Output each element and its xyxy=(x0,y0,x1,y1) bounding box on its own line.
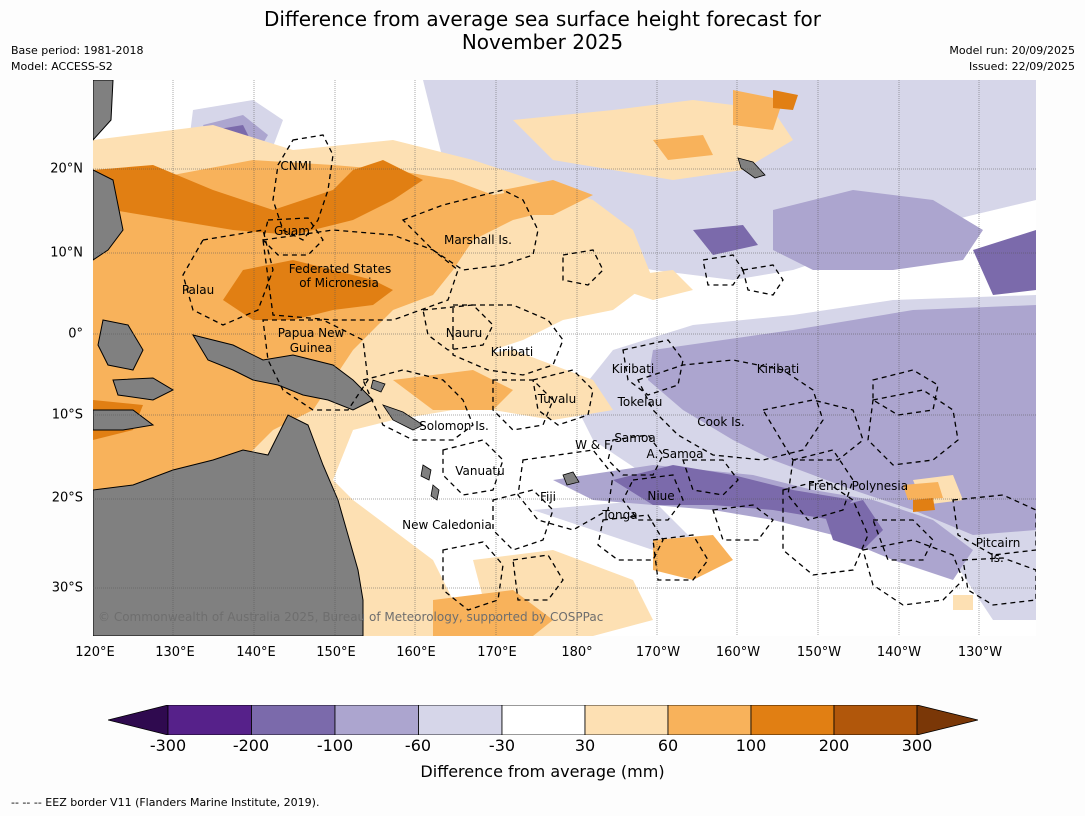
lon-tick: 160°E xyxy=(396,645,436,660)
label-fsm-1: Federated States xyxy=(289,262,391,276)
colorbar-tick: -300 xyxy=(149,736,187,755)
new-guinea-landmass xyxy=(191,334,374,411)
lon-tick: 150°W xyxy=(796,645,842,660)
colorbar-segment xyxy=(501,705,586,735)
label-guam: Guam xyxy=(274,224,310,238)
lon-tick: 150°E xyxy=(316,645,356,660)
label-kiribati-west: Kiribati xyxy=(491,345,533,359)
label-wallis-futuna: W & F xyxy=(575,438,611,452)
anomaly-dark-orange xyxy=(93,90,935,512)
issued-date: Issued: 22/09/2025 xyxy=(968,60,1075,73)
colorbar-min-arrow xyxy=(108,705,169,735)
meta-right: Model run: 20/09/2025 Issued: 22/09/2025 xyxy=(949,43,1075,75)
lat-tick: 0° xyxy=(68,326,83,342)
copyright-notice: © Commonwealth of Australia 2025, Bureau… xyxy=(98,610,604,624)
colorbar-segment xyxy=(667,705,752,735)
colorbar-tick: 30 xyxy=(574,736,596,755)
colorbar-max-arrow xyxy=(916,705,978,735)
colorbar-tick: -100 xyxy=(316,736,354,755)
eez-borders xyxy=(182,134,1036,611)
meta-left: Base period: 1981-2018 Model: ACCESS-S2 xyxy=(11,43,143,75)
lat-tick: 20°S xyxy=(51,490,83,506)
colorbar-segments xyxy=(167,705,918,735)
model-name: Model: ACCESS-S2 xyxy=(11,60,113,73)
colorbar-segment xyxy=(750,705,835,735)
title-line-2: November 2025 xyxy=(461,30,624,54)
label-french-polynesia: French Polynesia xyxy=(808,479,908,493)
colorbar-tick: 100 xyxy=(735,736,767,755)
colorbar-tick: -60 xyxy=(404,736,432,755)
label-kiribati-east: Kiribati xyxy=(757,362,799,376)
lon-tick: 140°E xyxy=(236,645,276,660)
label-solomon: Solomon Is. xyxy=(419,419,489,433)
colorbar-segment xyxy=(167,705,252,735)
label-tokelau: Tokelau xyxy=(617,395,663,409)
chart-title: Difference from average sea surface heig… xyxy=(0,8,1085,54)
eez-footnote: -- -- -- EEZ border V11 (Flanders Marine… xyxy=(11,796,320,809)
label-vanuatu: Vanuatu xyxy=(455,464,505,478)
graticule xyxy=(93,80,1036,636)
title-line-1: Difference from average sea surface heig… xyxy=(263,7,822,31)
colorbar xyxy=(108,705,978,735)
lon-tick: 130°E xyxy=(155,645,195,660)
label-pitcairn-2: Is. xyxy=(990,551,1004,565)
lon-tick: 170°E xyxy=(477,645,517,660)
label-palau: Palau xyxy=(182,283,214,297)
colorbar-tick: 60 xyxy=(657,736,679,755)
lon-tick: 130°W xyxy=(957,645,1003,660)
colorbar-tick: -200 xyxy=(232,736,270,755)
lat-tick: 20°N xyxy=(50,161,83,177)
lat-tick: 30°S xyxy=(51,580,83,596)
map-canvas: CNMI Guam Marshall Is. Palau Federated S… xyxy=(93,80,1036,636)
label-fiji: Fiji xyxy=(540,490,556,504)
lat-tick: 10°N xyxy=(50,245,83,261)
colorbar-title: Difference from average (mm) xyxy=(420,762,665,781)
label-fsm-2: of Micronesia xyxy=(299,276,379,290)
maritime-continent-landmass xyxy=(93,80,175,431)
lat-tick: 10°S xyxy=(51,407,83,423)
map-panel: CNMI Guam Marshall Is. Palau Federated S… xyxy=(93,80,1036,636)
colorbar-segment xyxy=(833,705,918,735)
colorbar-segment xyxy=(418,705,503,735)
colorbar-tick: 300 xyxy=(901,736,933,755)
colorbar-segment xyxy=(251,705,336,735)
label-tuvalu: Tuvalu xyxy=(537,392,577,406)
label-nauru: Nauru xyxy=(446,326,482,340)
colorbar-segment xyxy=(334,705,419,735)
lon-tick: 170°W xyxy=(635,645,681,660)
label-pitcairn-1: Pitcairn xyxy=(976,536,1021,550)
label-new-caledonia: New Caledonia xyxy=(402,518,492,532)
lon-tick: 140°W xyxy=(876,645,922,660)
colorbar-segment xyxy=(584,705,669,735)
lon-tick: 120°E xyxy=(75,645,115,660)
model-run: Model run: 20/09/2025 xyxy=(949,44,1075,57)
australia-landmass xyxy=(93,414,364,636)
label-niue: Niue xyxy=(647,489,674,503)
label-cnmi: CNMI xyxy=(280,159,311,173)
lon-tick: 180° xyxy=(561,645,593,660)
colorbar-tick: -30 xyxy=(488,736,516,755)
pacific-islands xyxy=(370,157,766,501)
label-samoa: Samoa xyxy=(614,431,655,445)
anomaly-orange xyxy=(93,90,943,636)
label-marshall: Marshall Is. xyxy=(444,233,512,247)
label-tonga: Tonga xyxy=(601,508,637,522)
region-labels: CNMI Guam Marshall Is. Palau Federated S… xyxy=(182,159,1020,565)
base-period: Base period: 1981-2018 xyxy=(11,44,144,57)
label-png-2: Guinea xyxy=(290,341,333,355)
label-kiribati-central: Kiribati xyxy=(612,362,654,376)
lon-tick: 160°W xyxy=(715,645,761,660)
label-american-samoa: A. Samoa xyxy=(647,447,704,461)
label-png-1: Papua New xyxy=(278,326,345,340)
colorbar-tick: 200 xyxy=(818,736,850,755)
label-cook: Cook Is. xyxy=(697,415,744,429)
